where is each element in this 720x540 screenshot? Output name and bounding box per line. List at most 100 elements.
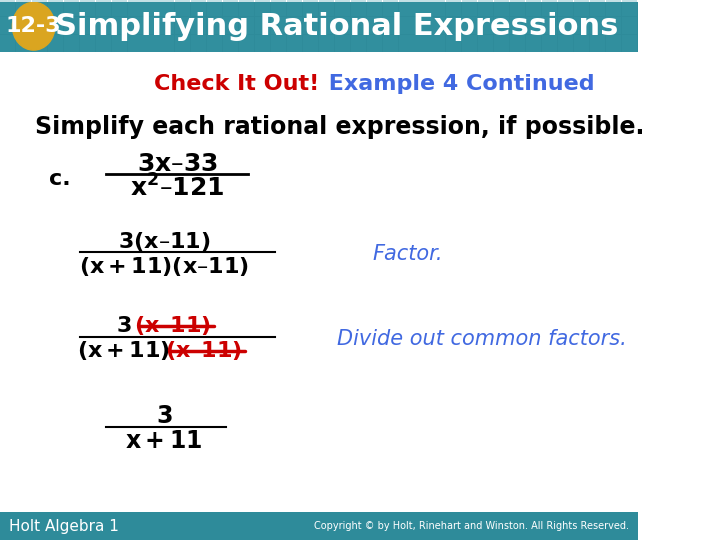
Text: Factor.: Factor. <box>372 244 443 264</box>
FancyBboxPatch shape <box>64 17 78 34</box>
FancyBboxPatch shape <box>366 0 382 16</box>
FancyBboxPatch shape <box>32 35 47 52</box>
FancyBboxPatch shape <box>558 0 573 16</box>
FancyBboxPatch shape <box>0 17 15 34</box>
FancyBboxPatch shape <box>462 0 477 16</box>
FancyBboxPatch shape <box>382 0 397 16</box>
FancyBboxPatch shape <box>96 0 111 16</box>
FancyBboxPatch shape <box>621 35 636 52</box>
FancyBboxPatch shape <box>176 35 190 52</box>
FancyBboxPatch shape <box>351 0 366 16</box>
Text: Simplifying Rational Expressions: Simplifying Rational Expressions <box>55 12 618 40</box>
FancyBboxPatch shape <box>574 0 589 16</box>
Text: $\mathbf{3}$: $\mathbf{3}$ <box>116 316 132 336</box>
FancyBboxPatch shape <box>255 35 270 52</box>
FancyBboxPatch shape <box>255 0 270 16</box>
FancyBboxPatch shape <box>96 17 111 34</box>
Circle shape <box>12 2 55 50</box>
Text: Example 4 Continued: Example 4 Continued <box>321 74 595 94</box>
FancyBboxPatch shape <box>590 35 605 52</box>
FancyBboxPatch shape <box>80 35 95 52</box>
FancyBboxPatch shape <box>287 17 302 34</box>
FancyBboxPatch shape <box>239 0 254 16</box>
Text: 12-3: 12-3 <box>6 16 61 36</box>
FancyBboxPatch shape <box>112 17 127 34</box>
FancyBboxPatch shape <box>335 17 350 34</box>
FancyBboxPatch shape <box>510 0 525 16</box>
FancyBboxPatch shape <box>0 35 15 52</box>
FancyBboxPatch shape <box>382 35 397 52</box>
FancyBboxPatch shape <box>494 35 509 52</box>
FancyBboxPatch shape <box>271 17 286 34</box>
FancyBboxPatch shape <box>303 17 318 34</box>
FancyBboxPatch shape <box>510 35 525 52</box>
FancyBboxPatch shape <box>494 0 509 16</box>
FancyBboxPatch shape <box>351 17 366 34</box>
Text: $\mathbf{x + 11}$: $\mathbf{x + 11}$ <box>125 429 202 454</box>
FancyBboxPatch shape <box>64 35 78 52</box>
FancyBboxPatch shape <box>606 35 621 52</box>
FancyBboxPatch shape <box>558 17 573 34</box>
Text: Copyright © by Holt, Rinehart and Winston. All Rights Reserved.: Copyright © by Holt, Rinehart and Winsto… <box>314 521 629 531</box>
FancyBboxPatch shape <box>606 17 621 34</box>
FancyBboxPatch shape <box>127 35 143 52</box>
FancyBboxPatch shape <box>96 35 111 52</box>
Text: Divide out common factors.: Divide out common factors. <box>336 329 626 349</box>
FancyBboxPatch shape <box>192 17 207 34</box>
FancyBboxPatch shape <box>192 0 207 16</box>
FancyBboxPatch shape <box>462 35 477 52</box>
FancyBboxPatch shape <box>382 17 397 34</box>
FancyBboxPatch shape <box>606 0 621 16</box>
FancyBboxPatch shape <box>255 17 270 34</box>
Text: $\mathbf{(x + 11)}$: $\mathbf{(x + 11)}$ <box>78 339 171 362</box>
FancyBboxPatch shape <box>542 35 557 52</box>
FancyBboxPatch shape <box>143 35 158 52</box>
FancyBboxPatch shape <box>415 35 430 52</box>
FancyBboxPatch shape <box>526 0 541 16</box>
FancyBboxPatch shape <box>287 0 302 16</box>
FancyBboxPatch shape <box>0 2 638 52</box>
FancyBboxPatch shape <box>239 17 254 34</box>
FancyBboxPatch shape <box>112 35 127 52</box>
FancyBboxPatch shape <box>319 0 334 16</box>
FancyBboxPatch shape <box>303 0 318 16</box>
FancyBboxPatch shape <box>176 0 190 16</box>
FancyBboxPatch shape <box>478 35 493 52</box>
FancyBboxPatch shape <box>446 17 462 34</box>
FancyBboxPatch shape <box>16 17 31 34</box>
FancyBboxPatch shape <box>574 17 589 34</box>
FancyBboxPatch shape <box>207 17 222 34</box>
FancyBboxPatch shape <box>223 17 238 34</box>
Text: Holt Algebra 1: Holt Algebra 1 <box>9 518 119 534</box>
FancyBboxPatch shape <box>366 35 382 52</box>
Text: $\mathbf{x^2 – 121}$: $\mathbf{x^2 – 121}$ <box>130 174 224 201</box>
Text: $\mathbf{(x – 11)}$: $\mathbf{(x – 11)}$ <box>166 339 242 362</box>
FancyBboxPatch shape <box>0 52 638 512</box>
FancyBboxPatch shape <box>127 0 143 16</box>
FancyBboxPatch shape <box>398 17 413 34</box>
Text: $\mathbf{(x + 11)(x – 11)}$: $\mathbf{(x + 11)(x – 11)}$ <box>79 255 248 278</box>
FancyBboxPatch shape <box>80 17 95 34</box>
FancyBboxPatch shape <box>462 17 477 34</box>
FancyBboxPatch shape <box>335 35 350 52</box>
FancyBboxPatch shape <box>319 35 334 52</box>
FancyBboxPatch shape <box>335 0 350 16</box>
FancyBboxPatch shape <box>366 17 382 34</box>
FancyBboxPatch shape <box>526 17 541 34</box>
FancyBboxPatch shape <box>590 0 605 16</box>
Text: Simplify each rational expression, if possible.: Simplify each rational expression, if po… <box>35 115 645 139</box>
FancyBboxPatch shape <box>223 0 238 16</box>
FancyBboxPatch shape <box>32 0 47 16</box>
FancyBboxPatch shape <box>303 35 318 52</box>
FancyBboxPatch shape <box>478 0 493 16</box>
FancyBboxPatch shape <box>542 0 557 16</box>
FancyBboxPatch shape <box>478 17 493 34</box>
FancyBboxPatch shape <box>223 35 238 52</box>
FancyBboxPatch shape <box>159 0 174 16</box>
FancyBboxPatch shape <box>0 0 15 16</box>
FancyBboxPatch shape <box>80 0 95 16</box>
FancyBboxPatch shape <box>127 17 143 34</box>
FancyBboxPatch shape <box>415 17 430 34</box>
FancyBboxPatch shape <box>159 35 174 52</box>
FancyBboxPatch shape <box>526 35 541 52</box>
